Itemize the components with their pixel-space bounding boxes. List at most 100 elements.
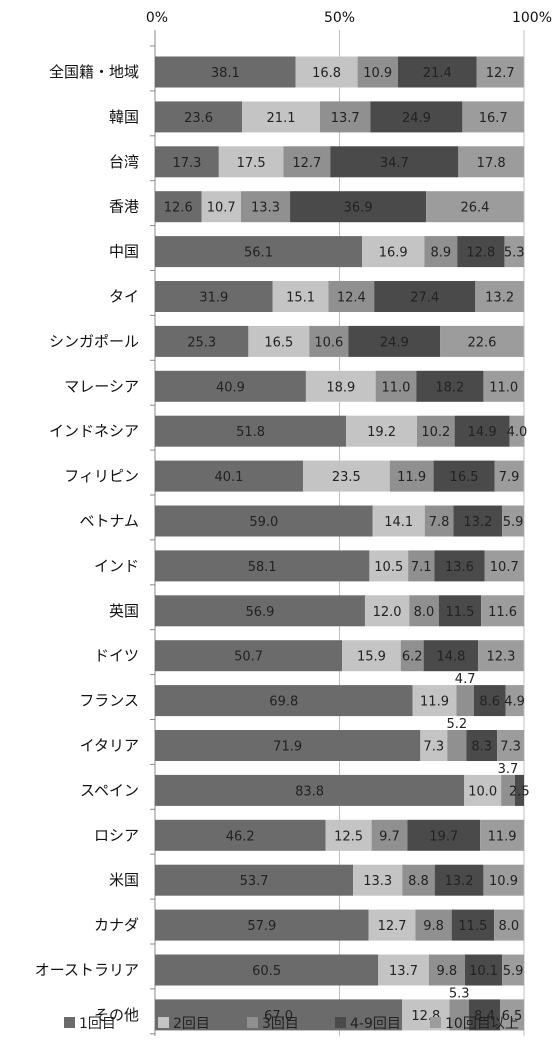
- value-label: 27.4: [410, 291, 439, 306]
- bar-segment: [374, 281, 476, 312]
- bar-segment: [433, 460, 495, 492]
- value-label: 16.5: [264, 335, 293, 350]
- legend-swatch: [247, 1017, 258, 1028]
- value-label: 8.6: [479, 695, 500, 710]
- value-label: 13.2: [445, 874, 474, 889]
- value-label: 5.3: [504, 246, 525, 261]
- legend-swatch: [158, 1017, 169, 1028]
- value-label: 10.9: [489, 874, 518, 889]
- bar-segment: [295, 56, 358, 88]
- value-label: 71.9: [273, 740, 302, 755]
- legend-label: 10回目以上: [445, 1016, 519, 1032]
- value-label: 17.5: [237, 156, 266, 171]
- bar-segment: [370, 101, 463, 133]
- value-label: 67.0: [264, 1009, 293, 1024]
- bar-segment: [407, 819, 481, 851]
- value-label: 19.2: [367, 425, 396, 440]
- value-label: 6.2: [402, 650, 423, 665]
- value-label: 15.9: [357, 650, 386, 665]
- bar-segment: [483, 370, 524, 402]
- value-label: 13.3: [251, 201, 280, 216]
- value-label: 23.6: [184, 111, 213, 126]
- bar-segment: [155, 954, 379, 986]
- value-label: 21.4: [423, 66, 452, 81]
- value-label: 4.9: [504, 695, 525, 710]
- value-label: 31.9: [199, 291, 228, 306]
- bar-segment: [454, 415, 510, 447]
- bar-segment: [371, 819, 408, 851]
- bar-segment: [305, 370, 376, 402]
- bar-segment: [402, 999, 450, 1031]
- value-label: 14.1: [384, 515, 413, 530]
- value-label: 22.6: [467, 335, 496, 350]
- category-label: 香港: [109, 198, 139, 216]
- bar-segment: [155, 774, 465, 806]
- value-label: 8.0: [499, 919, 520, 934]
- legend-label: 2回目: [173, 1016, 210, 1032]
- category-label: ドイツ: [94, 647, 139, 665]
- bar-segment: [451, 909, 495, 941]
- bar-segment: [501, 774, 515, 806]
- bar-segment: [378, 954, 429, 986]
- bar-segment: [155, 370, 306, 402]
- bar-segment: [348, 325, 441, 357]
- bar-segment: [420, 730, 448, 761]
- value-label: 9.8: [423, 919, 444, 934]
- bar-segment: [509, 415, 525, 447]
- bar-segment: [342, 640, 401, 672]
- value-label: 46.2: [226, 829, 255, 844]
- legend-swatch: [64, 1017, 75, 1028]
- value-label: 53.7: [240, 874, 269, 889]
- value-label: 11.6: [488, 605, 517, 620]
- value-label: 13.6: [445, 560, 474, 575]
- value-label: 21.1: [267, 111, 296, 126]
- bar-segment: [494, 909, 524, 941]
- bar-segment: [283, 146, 331, 178]
- bar-segment: [402, 864, 435, 896]
- value-label: 8.0: [414, 605, 435, 620]
- value-label: 19.7: [429, 829, 458, 844]
- value-label: 12.4: [337, 291, 366, 306]
- value-label: 13.7: [389, 964, 418, 979]
- bar-segment: [434, 864, 484, 896]
- category-label: 全国籍・地域: [49, 63, 139, 81]
- value-label: 8.3: [471, 740, 492, 755]
- bar-segment: [155, 550, 370, 582]
- value-label: 26.4: [460, 201, 489, 216]
- bar-segment: [155, 56, 296, 88]
- bar-segment: [201, 191, 241, 223]
- value-label: 7.9: [499, 470, 520, 485]
- bar-segment: [353, 864, 403, 896]
- value-label: 4.7: [455, 672, 476, 687]
- bar-segment: [500, 999, 524, 1031]
- value-label: 12.8: [466, 246, 495, 261]
- value-label: 10.0: [468, 784, 497, 799]
- value-label: 12.0: [373, 605, 402, 620]
- value-label: 5.9: [503, 515, 524, 530]
- bar-segment: [330, 146, 459, 178]
- bar-segment: [248, 325, 310, 357]
- category-label: フィリピン: [64, 467, 139, 485]
- value-label: 4.0: [507, 425, 528, 440]
- bar-segment: [155, 281, 273, 312]
- bar-segment: [155, 999, 403, 1031]
- value-label: 5.9: [503, 964, 524, 979]
- value-label: 8.8: [408, 874, 429, 889]
- value-label: 10.5: [374, 560, 403, 575]
- bar-segment: [155, 191, 202, 223]
- category-label: スペイン: [80, 781, 139, 799]
- bar-segment: [155, 595, 365, 627]
- bar-segment: [242, 101, 320, 133]
- bar-segment: [466, 730, 498, 761]
- value-label: 12.7: [378, 919, 407, 934]
- value-label: 24.9: [402, 111, 431, 126]
- bar-segment: [453, 505, 503, 537]
- bar-segment: [309, 325, 349, 357]
- value-label: 25.3: [187, 335, 216, 350]
- value-label: 10.1: [469, 964, 498, 979]
- value-label: 40.9: [216, 380, 245, 395]
- category-label: イタリア: [80, 737, 139, 755]
- legend-label: 1回目: [79, 1016, 116, 1032]
- value-label: 10.6: [314, 335, 343, 350]
